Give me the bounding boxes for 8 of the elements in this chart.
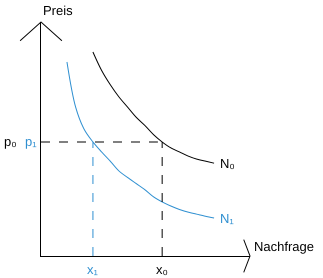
y-axis-title: Preis bbox=[43, 3, 74, 18]
series-label: N₁ bbox=[220, 211, 234, 226]
x-tick-label: x₁ bbox=[87, 262, 98, 277]
series-label: N₀ bbox=[220, 156, 235, 171]
x-axis-title: Nachfrage bbox=[254, 239, 314, 254]
x-tick-label: x₀ bbox=[156, 262, 168, 277]
text: p₁ bbox=[25, 134, 38, 149]
text: p₀ bbox=[4, 134, 17, 149]
